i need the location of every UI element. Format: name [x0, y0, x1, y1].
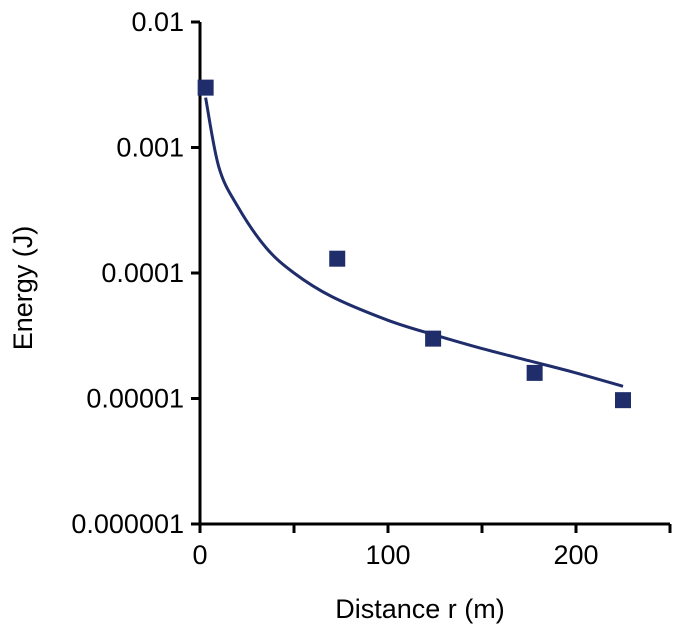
y-tick-label: 0.000001	[71, 509, 184, 539]
x-tick-label: 0	[192, 540, 207, 570]
y-tick-label: 0.001	[116, 133, 184, 163]
data-point	[615, 392, 631, 409]
y-axis-title: Energy (J)	[8, 226, 38, 351]
x-tick-label: 200	[553, 540, 598, 570]
points-layer	[197, 79, 631, 409]
y-tick-label: 0.0001	[101, 258, 184, 288]
axes	[191, 20, 672, 533]
data-point	[329, 250, 346, 267]
y-tick-label: 0.01	[131, 7, 184, 37]
data-point	[425, 330, 442, 347]
data-point	[526, 364, 543, 381]
x-tick-label: 100	[365, 540, 410, 570]
trendline	[204, 97, 624, 388]
x-axis-title: Distance r (m)	[335, 594, 505, 624]
trendline-layer	[204, 97, 624, 388]
data-point	[197, 79, 214, 96]
tick-labels: 0.000001 0.00001 0.0001 0.001 0.01 0 100 200	[71, 7, 598, 570]
y-tick-label: 0.00001	[86, 384, 184, 414]
